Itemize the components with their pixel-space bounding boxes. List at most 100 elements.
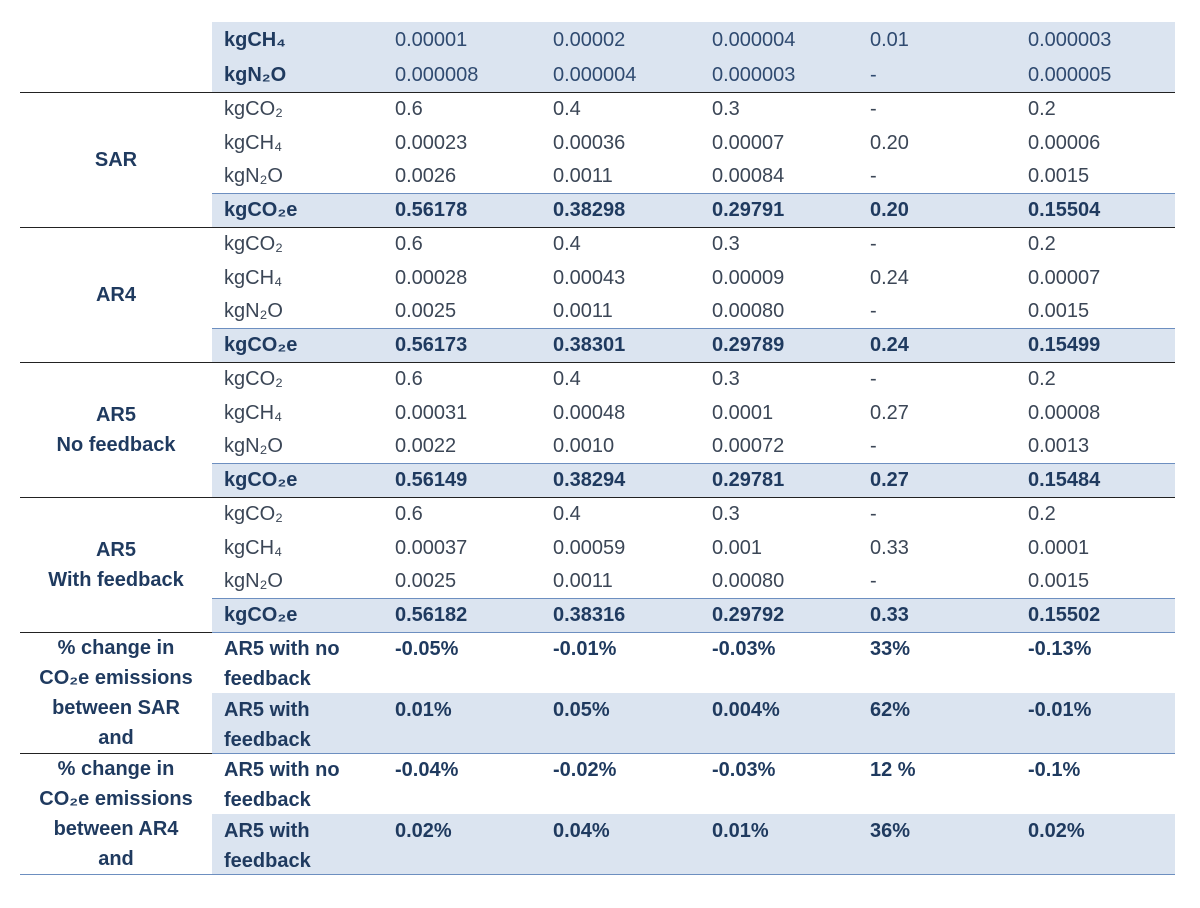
cell-value: -0.05% — [395, 638, 459, 660]
group-rule-right — [212, 227, 1175, 228]
group-label: AR5 With feedback — [20, 535, 212, 595]
cell-value: 0.000003 — [1028, 28, 1112, 51]
cell-value: 0.00009 — [712, 266, 785, 289]
cell-value: - — [870, 63, 877, 86]
cell-value: 0.00080 — [712, 570, 785, 593]
cell-value: 0.0015 — [1028, 165, 1090, 188]
group-label: % change in CO₂e emissions between SAR and — [20, 633, 212, 753]
group-label-line: and — [98, 726, 134, 749]
group-label-line: SAR — [94, 148, 138, 171]
cell-value: - — [870, 502, 877, 525]
group-rule-left — [20, 92, 212, 93]
unit-label: kgCH₄ — [224, 28, 286, 51]
cell-value: 0.20 — [870, 199, 909, 222]
cell-value: 0.00084 — [712, 165, 785, 188]
group-label-line: % change in — [57, 757, 175, 780]
cell-value: - — [870, 232, 877, 255]
cell-value: - — [870, 435, 877, 458]
cell-value: 0.00036 — [553, 131, 626, 154]
cell-value: 0.3 — [712, 232, 740, 255]
unit-label: kgCO₂e — [224, 334, 298, 357]
row-rule — [212, 328, 1175, 330]
cell-value: 0.0011 — [553, 300, 613, 323]
group-label-line: With feedback — [48, 568, 184, 591]
cell-value: 0.56178 — [395, 199, 468, 222]
cell-value: 0.6 — [395, 97, 423, 120]
cell-value: 0.4 — [553, 367, 581, 390]
cell-value: 36% — [870, 819, 911, 842]
cell-value: 0.33 — [870, 604, 909, 627]
cell-value: 0.00006 — [1028, 131, 1101, 154]
cell-value: 0.38298 — [553, 199, 626, 222]
cell-value: 0.04% — [553, 819, 610, 842]
cell-value: -0.01% — [1028, 698, 1092, 721]
cell-value: 0.6 — [395, 232, 423, 255]
unit-label: kgCO₂e — [224, 604, 298, 627]
cell-value: 0.00031 — [395, 401, 468, 424]
unit-label: AR5 with no feedback — [224, 638, 340, 690]
group-label-line: No feedback — [56, 433, 176, 456]
group-rule-left — [20, 497, 212, 498]
group-label-line: AR5 — [95, 403, 136, 426]
cell-value: 0.00028 — [395, 266, 468, 289]
cell-value: 0.4 — [553, 97, 581, 120]
unit-label: kgCH₄ — [224, 536, 283, 559]
group-rule-left — [20, 874, 212, 875]
unit-label: kgCO₂ — [224, 232, 283, 255]
cell-value: 0.15502 — [1028, 604, 1101, 627]
cell-value: -0.13% — [1028, 638, 1092, 660]
cell-value: - — [870, 570, 877, 593]
cell-value: 0.0001 — [1028, 536, 1090, 559]
unit-label: kgCO₂ — [224, 97, 283, 120]
cell-value: 0.6 — [395, 367, 423, 390]
cell-value: 0.000004 — [712, 28, 796, 51]
row-shade — [212, 598, 1175, 632]
cell-value: 0.3 — [712, 502, 740, 525]
row-shade — [212, 692, 1175, 753]
unit-label: kgN₂O — [224, 300, 283, 323]
cell-value: -0.03% — [712, 759, 776, 781]
cell-value: 0.6 — [395, 502, 423, 525]
cell-value: 0.15484 — [1028, 469, 1101, 492]
group-label-line: between SAR — [52, 696, 180, 719]
cell-value: 0.0022 — [395, 435, 457, 458]
unit-label: kgN₂O — [224, 165, 283, 188]
cell-value: 0.0015 — [1028, 300, 1090, 323]
group-rule-left — [20, 362, 212, 363]
cell-value: 0.29789 — [712, 334, 785, 357]
cell-value: 0.001 — [712, 536, 763, 559]
group-label-line: % change in — [57, 636, 175, 659]
unit-label: kgN₂O — [224, 435, 283, 458]
cell-value: 0.38294 — [553, 469, 626, 492]
cell-value: - — [870, 97, 877, 120]
cell-value: 0.38316 — [553, 604, 626, 627]
cell-value: 0.2 — [1028, 232, 1056, 255]
cell-value: 0.3 — [712, 97, 740, 120]
cell-value: - — [870, 300, 877, 323]
cell-value: 0.2 — [1028, 502, 1056, 525]
group-label: AR5 No feedback — [20, 400, 212, 460]
row-rule — [212, 598, 1175, 600]
group-rule-left — [20, 227, 212, 228]
row-shade — [212, 328, 1175, 362]
row-shade — [212, 22, 1175, 57]
cell-value: 0.29781 — [712, 469, 785, 492]
cell-value: 0.56173 — [395, 334, 468, 357]
cell-value: 0.01 — [870, 28, 909, 51]
group-label: AR4 — [20, 280, 212, 310]
cell-value: 0.0001 — [712, 401, 774, 424]
cell-value: 0.000004 — [553, 63, 637, 86]
cell-value: 0.000008 — [395, 63, 479, 86]
group-rule-right — [212, 362, 1175, 363]
cell-value: 0.02% — [1028, 819, 1085, 842]
cell-value: 0.27 — [870, 469, 909, 492]
row-shade — [212, 57, 1175, 92]
group-rule-left — [20, 632, 212, 633]
cell-value: 0.0026 — [395, 165, 457, 188]
cell-value: 0.00008 — [1028, 401, 1101, 424]
row-rule — [212, 463, 1175, 465]
unit-label: kgCH₄ — [224, 401, 283, 424]
unit-label: kgN₂O — [224, 63, 287, 86]
cell-value: 0.00007 — [712, 131, 785, 154]
cell-value: 0.00023 — [395, 131, 468, 154]
